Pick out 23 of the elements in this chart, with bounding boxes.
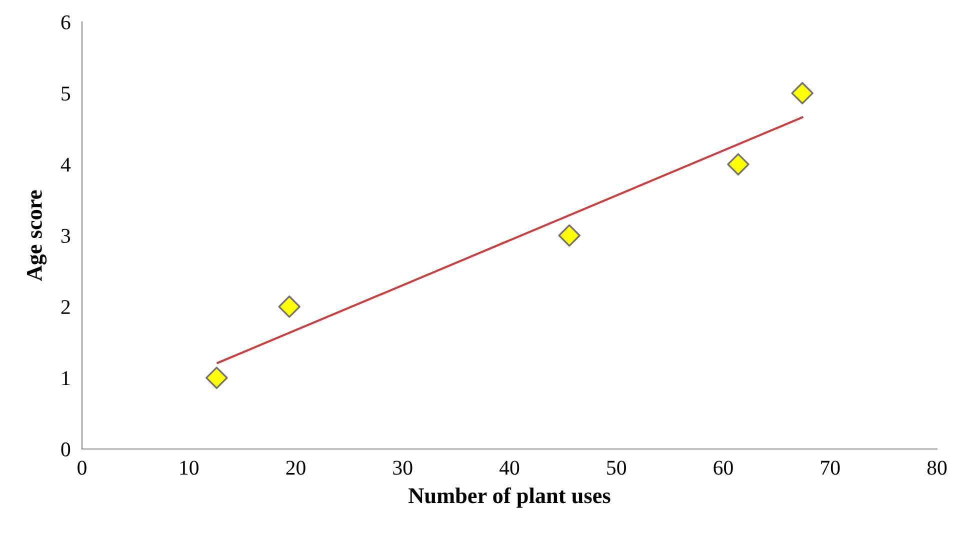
x-tick-label: 20 <box>286 460 306 475</box>
x-tick-label: 0 <box>78 460 86 475</box>
y-tick-label: 5 <box>62 86 70 101</box>
x-tick-label: 10 <box>180 460 198 475</box>
y-tick-label: 4 <box>60 158 71 172</box>
x-tick-label: 40 <box>499 460 520 475</box>
y-tick-label: 1 <box>62 371 70 386</box>
y-tick-label: 2 <box>61 300 70 314</box>
y-tick-label: 3 <box>61 228 70 243</box>
y-tick-label: 6 <box>61 15 70 30</box>
x-tick-label: 50 <box>607 460 626 475</box>
x-tick-label: 60 <box>714 460 733 475</box>
point <box>206 366 228 389</box>
x-tick-label: 80 <box>927 460 947 475</box>
x-tick-label: 70 <box>821 460 840 475</box>
point <box>558 224 580 247</box>
y-tick-label: 0 <box>61 442 70 456</box>
x-axis-title: Number of plant uses <box>408 487 610 508</box>
point <box>278 296 300 318</box>
point <box>791 82 814 104</box>
y-axis-title: Age score <box>27 190 47 282</box>
x-tick-label: 30 <box>393 460 412 475</box>
point <box>727 153 750 176</box>
